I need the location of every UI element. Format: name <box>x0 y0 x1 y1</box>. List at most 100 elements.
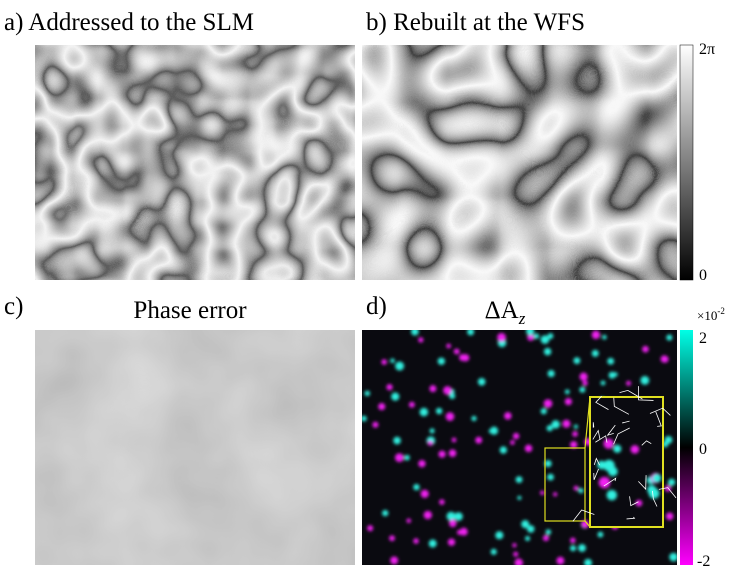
spot <box>489 429 493 433</box>
spot <box>438 358 445 365</box>
spot <box>413 484 419 490</box>
colorbar-scale: ×10-2 <box>697 306 725 323</box>
spot <box>439 499 445 505</box>
colorbar-label: 2 <box>699 330 707 347</box>
spot <box>551 420 559 428</box>
scale-exp: -2 <box>717 306 725 316</box>
spot <box>578 488 583 493</box>
spot <box>429 540 437 548</box>
spot <box>640 376 649 385</box>
spot <box>579 373 587 381</box>
spot <box>495 531 503 539</box>
spot <box>446 412 455 421</box>
spot <box>607 358 614 365</box>
image-d <box>361 327 678 567</box>
spot <box>378 403 385 410</box>
colorbar-label: 0 <box>699 267 707 284</box>
spot <box>578 544 586 552</box>
spot <box>525 445 533 453</box>
spot <box>413 538 418 543</box>
title-sub: z <box>518 309 526 328</box>
image-b <box>362 45 677 280</box>
spot <box>515 558 523 566</box>
spot <box>386 384 392 390</box>
spot <box>390 358 395 363</box>
spot <box>584 559 592 567</box>
colorbar-label: -2 <box>697 553 710 569</box>
spot <box>565 398 572 405</box>
spot <box>418 460 425 467</box>
panel-label: d) <box>366 293 387 320</box>
spot <box>613 445 621 453</box>
panel-label: b) Rebuilt at the WFS <box>366 9 585 36</box>
spot <box>592 331 600 339</box>
spot <box>395 362 404 371</box>
spot <box>570 538 576 544</box>
spot <box>592 350 599 357</box>
spot <box>393 437 401 445</box>
spot <box>460 528 468 536</box>
spot <box>602 335 607 340</box>
spot <box>390 556 398 564</box>
spot <box>603 460 615 472</box>
spot <box>500 446 507 453</box>
spot <box>428 441 433 446</box>
spot <box>389 535 395 541</box>
scale-base: ×10 <box>697 308 717 323</box>
spot <box>364 391 370 397</box>
spot <box>372 422 378 428</box>
spot <box>598 532 604 538</box>
figure: a) Addressed to the SLM b) Rebuilt at th… <box>0 0 743 569</box>
title-main: ΔA <box>485 297 519 324</box>
spot <box>513 433 519 439</box>
spot <box>478 378 486 386</box>
spot <box>543 535 549 541</box>
spot <box>668 479 675 486</box>
spot <box>607 490 617 500</box>
colorbar-label: 0 <box>699 441 707 458</box>
spot <box>452 438 457 443</box>
spot <box>570 441 577 448</box>
spot <box>604 439 614 449</box>
spot <box>666 512 674 520</box>
spot <box>381 359 387 365</box>
spot <box>493 428 497 432</box>
spot <box>409 402 415 408</box>
spot <box>556 557 564 565</box>
spot <box>418 337 423 342</box>
spot <box>666 335 672 341</box>
spot <box>548 370 555 377</box>
spot <box>429 385 436 392</box>
spot <box>547 425 553 431</box>
spot <box>669 553 678 562</box>
spot <box>661 355 668 362</box>
spot <box>544 399 553 408</box>
spot <box>570 545 576 551</box>
colorbar-label: 2π <box>699 41 715 58</box>
spot <box>521 520 529 528</box>
spot <box>613 372 617 376</box>
spot <box>516 476 523 483</box>
spot <box>573 357 580 364</box>
spot <box>446 344 451 349</box>
spot <box>534 333 540 339</box>
spot <box>438 451 445 458</box>
spot <box>454 512 463 521</box>
spot <box>471 416 476 421</box>
spot <box>652 474 661 483</box>
spot <box>526 327 534 335</box>
spot <box>447 512 456 521</box>
spot <box>525 536 530 541</box>
image-c <box>35 330 355 565</box>
spot <box>382 510 388 516</box>
spot <box>420 408 428 416</box>
spot <box>544 348 551 355</box>
spot <box>361 416 367 422</box>
spot <box>601 381 606 386</box>
spot <box>565 389 570 394</box>
spot <box>411 328 419 336</box>
spot <box>642 346 649 353</box>
panel-title: Phase error <box>133 297 247 324</box>
spot <box>436 408 442 414</box>
spot <box>467 328 474 335</box>
